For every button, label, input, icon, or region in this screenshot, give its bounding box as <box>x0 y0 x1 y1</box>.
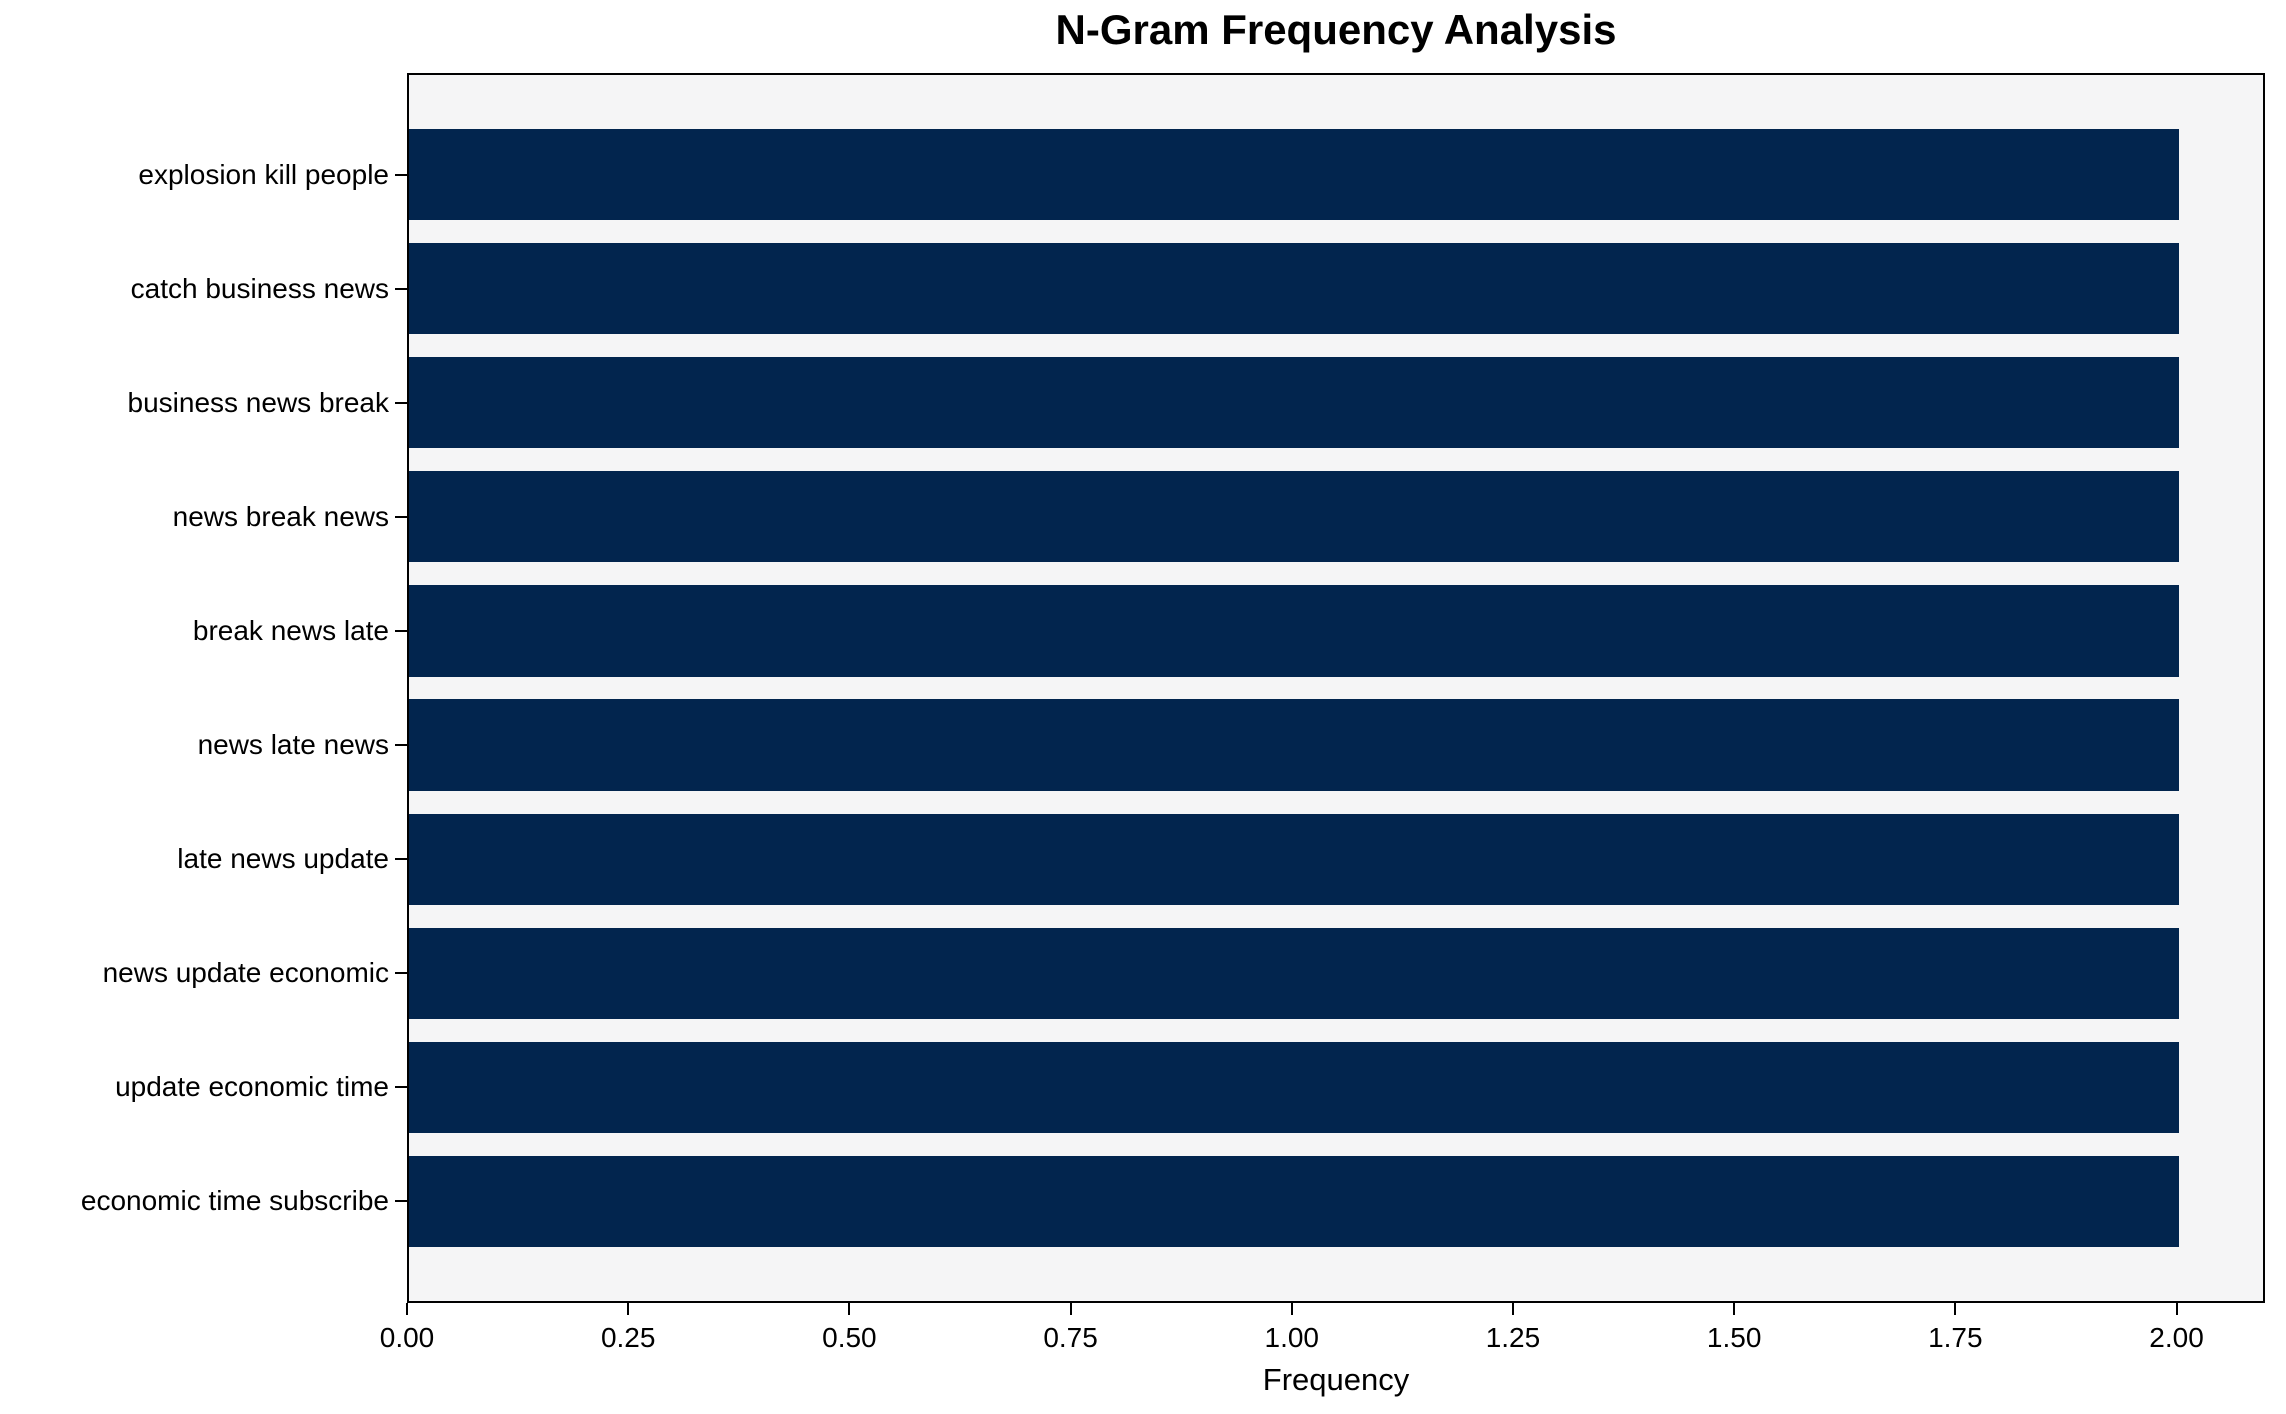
y-tick-mark <box>395 629 407 632</box>
x-tick-label: 1.50 <box>1706 1322 1762 1353</box>
y-tick-label: economic time subscribe <box>80 1185 389 1217</box>
x-tick-label: 0.00 <box>379 1322 435 1353</box>
y-tick-label: news late news <box>197 729 389 761</box>
y-tick-mark <box>395 858 407 861</box>
x-tick-label: 0.75 <box>1043 1322 1098 1353</box>
y-tick-label: news break news <box>172 500 389 532</box>
bar <box>409 243 2179 335</box>
x-tick-mark <box>406 1303 408 1315</box>
y-tick-label: news update economic <box>102 957 389 989</box>
x-tick-label: 1.75 <box>1928 1322 1983 1353</box>
y-tick-mark <box>395 515 407 518</box>
x-tick-mark <box>848 1303 851 1315</box>
x-tick-label: 0.25 <box>600 1322 656 1353</box>
x-tick-label: 1.25 <box>1485 1322 1541 1353</box>
bar <box>409 1155 2179 1248</box>
x-tick-mark <box>1069 1303 1072 1315</box>
y-tick-label: business news break <box>127 386 389 418</box>
plot-area <box>407 73 2265 1303</box>
bar <box>409 128 2179 221</box>
bar <box>409 585 2179 677</box>
x-tick-mark <box>1511 1303 1514 1315</box>
x-tick-label: 2.00 <box>2149 1322 2204 1353</box>
y-tick-mark <box>395 401 407 404</box>
y-tick-label: break news late <box>192 614 389 646</box>
x-tick-mark <box>1733 1303 1736 1315</box>
x-tick-mark <box>1954 1303 1957 1315</box>
y-tick-label: catch business news <box>130 272 389 304</box>
y-tick-label: late news update <box>177 843 389 875</box>
y-tick-label: explosion kill people <box>138 158 389 190</box>
bar <box>409 1041 2179 1133</box>
x-tick-mark <box>627 1303 630 1315</box>
bar <box>409 357 2179 449</box>
y-tick-mark <box>395 744 407 747</box>
x-tick-mark <box>1290 1303 1293 1315</box>
bar <box>409 927 2179 1019</box>
bar <box>409 813 2179 905</box>
chart-title: N-Gram Frequency Analysis <box>1055 6 1617 53</box>
bar <box>409 699 2179 791</box>
y-tick-mark <box>395 1200 407 1203</box>
x-axis-title: Frequency <box>1262 1362 1410 1397</box>
y-tick-mark <box>395 1086 407 1089</box>
y-tick-mark <box>395 173 407 176</box>
y-tick-mark <box>395 287 407 290</box>
y-tick-label: update economic time <box>115 1071 389 1103</box>
bar <box>409 471 2179 563</box>
x-tick-label: 0.50 <box>822 1322 877 1353</box>
x-tick-label: 1.00 <box>1264 1322 1320 1353</box>
y-tick-mark <box>395 972 407 975</box>
x-tick-mark <box>2175 1303 2178 1315</box>
